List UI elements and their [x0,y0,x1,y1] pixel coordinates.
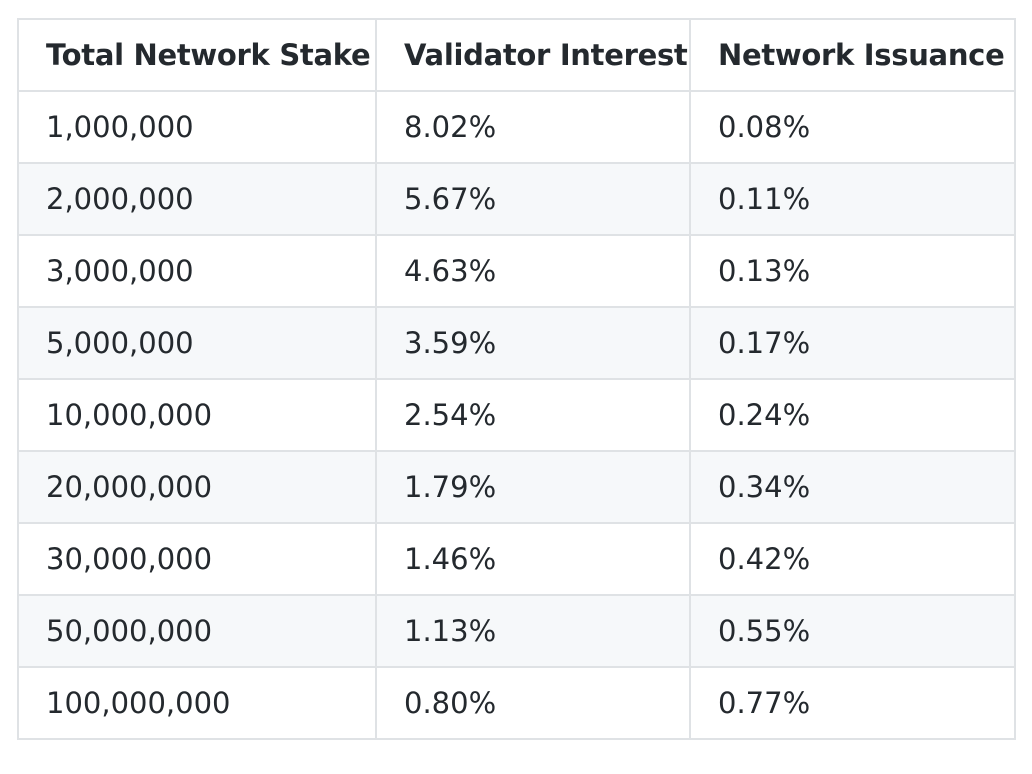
network-issuance-cell: 0.77% [689,666,1016,740]
network-issuance-cell: 0.13% [689,234,1016,308]
table-row: 5,000,000 3.59% 0.17% [17,306,1016,380]
network-issuance-cell: 0.42% [689,522,1016,596]
total-network-stake-cell: 10,000,000 [17,378,377,452]
table-row: 30,000,000 1.46% 0.42% [17,522,1016,596]
network-issuance-cell: 0.17% [689,306,1016,380]
validator-interest-cell: 0.80% [375,666,691,740]
table-row: 2,000,000 5.67% 0.11% [17,162,1016,236]
validator-interest-cell: 3.59% [375,306,691,380]
table-row: 3,000,000 4.63% 0.13% [17,234,1016,308]
stake-table-container: Total Network Stake Validator Interest N… [17,18,1016,740]
validator-interest-cell: 8.02% [375,90,691,164]
total-network-stake-cell: 2,000,000 [17,162,377,236]
stake-table: Total Network Stake Validator Interest N… [17,18,1016,740]
column-header-validator-interest: Validator Interest [375,18,691,92]
total-network-stake-cell: 3,000,000 [17,234,377,308]
table-header: Total Network Stake Validator Interest N… [17,18,1016,92]
column-header-network-issuance: Network Issuance [689,18,1016,92]
table-row: 10,000,000 2.54% 0.24% [17,378,1016,452]
total-network-stake-cell: 30,000,000 [17,522,377,596]
network-issuance-cell: 0.34% [689,450,1016,524]
header-row: Total Network Stake Validator Interest N… [17,18,1016,92]
validator-interest-cell: 4.63% [375,234,691,308]
validator-interest-cell: 2.54% [375,378,691,452]
table-row: 20,000,000 1.79% 0.34% [17,450,1016,524]
validator-interest-cell: 1.46% [375,522,691,596]
network-issuance-cell: 0.24% [689,378,1016,452]
column-header-total-network-stake: Total Network Stake [17,18,377,92]
network-issuance-cell: 0.55% [689,594,1016,668]
table-body: 1,000,000 8.02% 0.08% 2,000,000 5.67% 0.11% 3,… [17,90,1016,740]
table-row: 100,000,000 0.80% 0.77% [17,666,1016,740]
total-network-stake-cell: 5,000,000 [17,306,377,380]
network-issuance-cell: 0.11% [689,162,1016,236]
validator-interest-cell: 5.67% [375,162,691,236]
total-network-stake-cell: 20,000,000 [17,450,377,524]
total-network-stake-cell: 1,000,000 [17,90,377,164]
table-row: 1,000,000 8.02% 0.08% [17,90,1016,164]
total-network-stake-cell: 50,000,000 [17,594,377,668]
validator-interest-cell: 1.13% [375,594,691,668]
network-issuance-cell: 0.08% [689,90,1016,164]
table-row: 50,000,000 1.13% 0.55% [17,594,1016,668]
validator-interest-cell: 1.79% [375,450,691,524]
total-network-stake-cell: 100,000,000 [17,666,377,740]
